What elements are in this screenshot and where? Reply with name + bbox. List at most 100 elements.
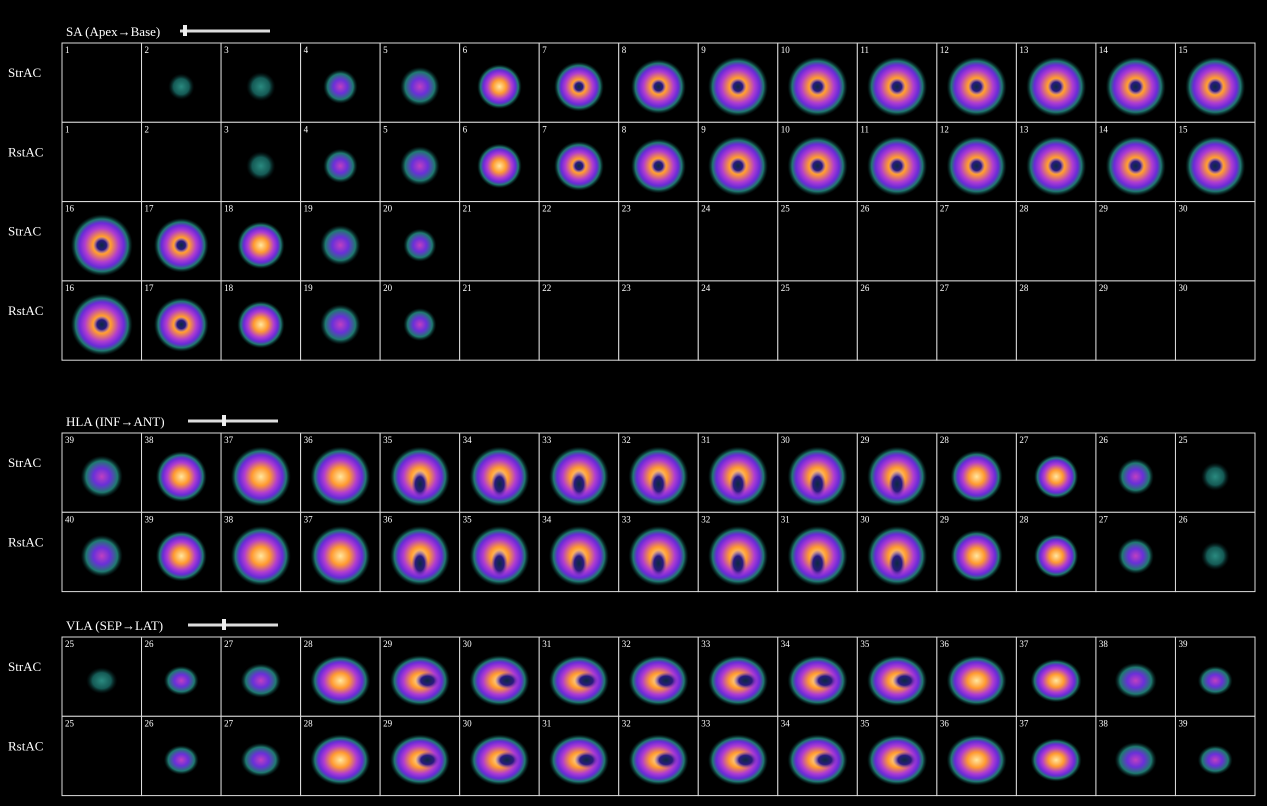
slice-number: 32 [622, 639, 631, 649]
slice-number: 1 [65, 45, 70, 55]
slice-number: 26 [860, 283, 870, 293]
slice-number: 12 [940, 124, 949, 134]
slice-number: 1 [65, 124, 70, 134]
slice-image [230, 446, 291, 507]
slice-number: 34 [463, 435, 473, 445]
slice-number: 23 [622, 283, 632, 293]
slice-number: 29 [1099, 204, 1109, 214]
cavity [733, 751, 758, 769]
slice-number: 10 [781, 45, 791, 55]
slice-number: 25 [65, 639, 75, 649]
slice-cell [856, 201, 938, 282]
slider-knob[interactable] [222, 415, 226, 426]
slice-image [86, 667, 118, 694]
slice-number: 13 [1019, 124, 1029, 134]
cavity [411, 470, 429, 498]
slice-image [155, 530, 207, 582]
cavity [888, 78, 906, 96]
slice-cell [538, 201, 620, 282]
slice-number: 3 [224, 124, 229, 134]
slice-image [168, 73, 195, 100]
slice-cell [856, 280, 938, 361]
slice-number: 37 [1019, 639, 1029, 649]
slice-number: 31 [701, 435, 710, 445]
cavity [1127, 78, 1145, 96]
slice-number: 18 [224, 204, 234, 214]
slice-image [80, 534, 123, 577]
cavity [968, 157, 986, 175]
slice-image [1114, 742, 1157, 778]
cavity [729, 549, 747, 577]
slice-number: 36 [304, 435, 314, 445]
slice-number: 16 [65, 204, 75, 214]
slice-number: 26 [1099, 435, 1109, 445]
slice-number: 2 [145, 45, 150, 55]
cavity [888, 470, 906, 498]
slice-image [946, 734, 1007, 786]
slice-number: 22 [542, 204, 551, 214]
slice-number: 30 [781, 435, 791, 445]
slice-cell [61, 42, 143, 123]
slice-number: 28 [940, 435, 950, 445]
cavity [415, 751, 440, 769]
slice-number: 33 [622, 514, 632, 524]
slice-image [246, 72, 276, 102]
cavity [572, 158, 586, 173]
slice-number: 27 [1099, 514, 1109, 524]
slice-number: 13 [1019, 45, 1029, 55]
slice-cell [1015, 280, 1097, 361]
slice-number: 27 [224, 718, 234, 728]
cavity [93, 236, 111, 254]
cavity [813, 672, 838, 690]
cavity [654, 672, 678, 690]
cavity [809, 549, 826, 577]
slice-number: 14 [1099, 124, 1109, 134]
cavity [1206, 78, 1224, 96]
slice-image [477, 143, 522, 189]
slice-image [1034, 533, 1079, 579]
slice-image [246, 151, 276, 181]
slice-image [310, 655, 371, 707]
slice-number: 35 [860, 718, 870, 728]
slice-number: 30 [463, 718, 473, 728]
slice-number: 29 [860, 435, 870, 445]
slice-number: 37 [224, 435, 234, 445]
slice-number: 28 [1019, 514, 1029, 524]
slice-number: 15 [1178, 124, 1188, 134]
slice-number: 23 [622, 204, 632, 214]
slice-number: 31 [542, 639, 551, 649]
cavity [574, 672, 599, 690]
row-label: StrAC [8, 659, 41, 674]
slice-number: 7 [542, 45, 547, 55]
slice-number: 2 [145, 124, 150, 134]
section-title: SA (Apex→Base) [66, 24, 160, 39]
slider-knob[interactable] [183, 25, 187, 36]
slice-image [1114, 662, 1157, 699]
slice-number: 5 [383, 45, 388, 55]
slice-number: 33 [542, 435, 552, 445]
row-label: RstAC [8, 144, 43, 159]
slice-number: 36 [383, 514, 393, 524]
slice-number: 36 [940, 639, 950, 649]
slice-number: 28 [1019, 204, 1029, 214]
slice-cell [459, 201, 540, 282]
cavity [650, 549, 667, 577]
slice-number: 25 [65, 718, 75, 728]
slice-number: 15 [1178, 45, 1188, 55]
slice-image [400, 146, 440, 186]
slice-number: 26 [1178, 514, 1188, 524]
slider-knob[interactable] [222, 619, 226, 630]
cavity [888, 157, 906, 175]
slice-image [950, 450, 1003, 503]
slice-image [1117, 537, 1154, 575]
slice-image [320, 304, 361, 345]
slice-number: 25 [1178, 435, 1188, 445]
slice-number: 39 [1178, 718, 1188, 728]
slice-image [240, 663, 281, 698]
cavity [411, 549, 429, 577]
slice-number: 29 [383, 639, 393, 649]
slice-number: 36 [940, 718, 950, 728]
slice-image [1201, 541, 1230, 571]
slice-number: 37 [1019, 718, 1029, 728]
